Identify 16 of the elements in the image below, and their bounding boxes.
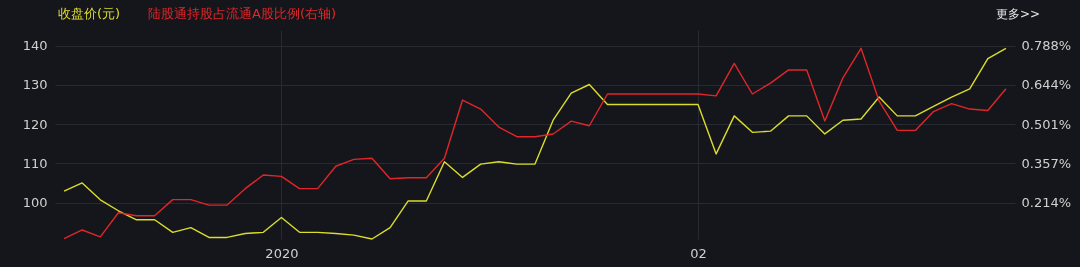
y2-tick-label: 0.501%	[1021, 116, 1072, 132]
y-tick-label: 130	[22, 77, 48, 93]
y2-tick-label: 0.788%	[1021, 38, 1072, 54]
text: 陆股通持股占流通A股比例(右轴)	[148, 6, 337, 21]
text: 更多>>	[995, 7, 1040, 21]
y-tick-label: 100	[22, 195, 48, 211]
line-series	[63, 47, 1007, 240]
y2-tick-label: 0.644%	[1021, 77, 1072, 93]
text: 收盘价(元)	[58, 6, 121, 21]
y2-tick-label: 0.357%	[1021, 156, 1072, 171]
x-tick-label: 2020	[265, 245, 299, 261]
y2-tick-label: 0.214%	[1021, 195, 1072, 211]
y-tick-label: 110	[22, 155, 48, 171]
x-tick-label: 02	[690, 245, 707, 261]
y-tick-label: 120	[22, 116, 48, 132]
y-tick-label: 140	[22, 38, 48, 54]
